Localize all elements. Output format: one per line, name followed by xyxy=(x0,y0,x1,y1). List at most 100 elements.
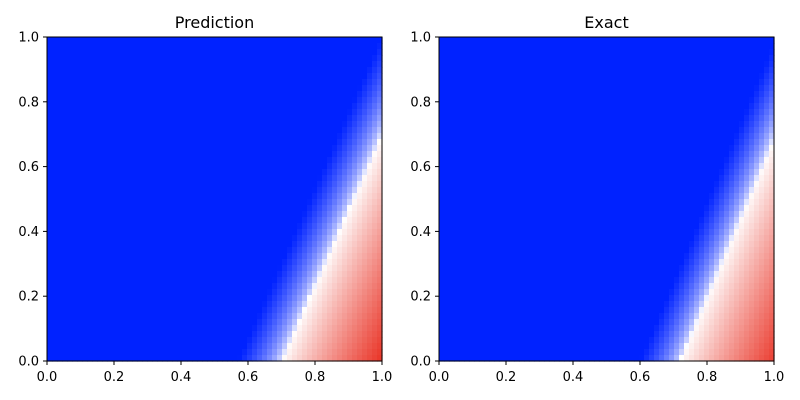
y-tick-label: 0.2 xyxy=(18,290,39,305)
heatmap-cell xyxy=(272,259,278,266)
heatmap-cell xyxy=(232,139,238,146)
heatmap-cell xyxy=(332,355,338,362)
heatmap-cell xyxy=(694,97,700,104)
heatmap-cell xyxy=(277,301,283,308)
heatmap-cell xyxy=(137,169,143,176)
heatmap-cell xyxy=(212,127,218,134)
heatmap-cell xyxy=(769,151,775,158)
heatmap-cell xyxy=(227,229,233,236)
heatmap-cell xyxy=(257,283,263,290)
heatmap-cell xyxy=(192,61,198,68)
heatmap-cell xyxy=(87,265,93,272)
heatmap-cell xyxy=(337,205,343,212)
heatmap-cell xyxy=(82,211,88,218)
heatmap-cell xyxy=(629,37,635,44)
heatmap-cell xyxy=(207,349,213,356)
heatmap-cell xyxy=(317,343,323,350)
heatmap-cell xyxy=(352,355,358,362)
heatmap-cell xyxy=(292,97,298,104)
heatmap-cell xyxy=(317,289,323,296)
heatmap-cell xyxy=(92,91,98,98)
heatmap-cell xyxy=(357,259,363,266)
heatmap-cell xyxy=(67,223,73,230)
heatmap-cell xyxy=(237,241,243,248)
heatmap-cell xyxy=(594,67,600,74)
heatmap-cell xyxy=(539,151,545,158)
heatmap-cell xyxy=(267,43,273,50)
heatmap-cell xyxy=(102,97,108,104)
heatmap-cell xyxy=(377,187,383,194)
heatmap-cell xyxy=(734,61,740,68)
heatmap-cell xyxy=(684,109,690,116)
heatmap-cell xyxy=(122,295,128,302)
heatmap-cell xyxy=(232,331,238,338)
heatmap-cell xyxy=(649,115,655,122)
heatmap-cell xyxy=(112,307,118,314)
heatmap-cell xyxy=(519,73,525,80)
heatmap-cell xyxy=(142,199,148,206)
heatmap-cell xyxy=(287,295,293,302)
heatmap-cell xyxy=(222,103,228,110)
heatmap-cell xyxy=(272,235,278,242)
heatmap-cell xyxy=(62,277,68,284)
heatmap-cell xyxy=(599,103,605,110)
heatmap-cell xyxy=(357,61,363,68)
heatmap-cell xyxy=(177,301,183,308)
heatmap-cell xyxy=(207,217,213,224)
heatmap-cell xyxy=(67,61,73,68)
heatmap-cell xyxy=(312,271,318,278)
heatmap-cell xyxy=(122,271,128,278)
heatmap-cell xyxy=(132,115,138,122)
heatmap-cell xyxy=(52,319,58,326)
heatmap-cell xyxy=(297,127,303,134)
heatmap-cell xyxy=(242,55,248,62)
heatmap-cell xyxy=(634,121,640,128)
heatmap-cell xyxy=(182,205,188,212)
heatmap-cell xyxy=(504,55,510,62)
heatmap-cell xyxy=(649,151,655,158)
heatmap-cell xyxy=(494,43,500,50)
heatmap-cell xyxy=(167,205,173,212)
heatmap-cell xyxy=(267,343,273,350)
heatmap-cell xyxy=(222,133,228,140)
heatmap-cell xyxy=(544,79,550,86)
heatmap-cell xyxy=(459,109,465,116)
heatmap-cell xyxy=(177,37,183,44)
heatmap-cell xyxy=(47,349,53,356)
heatmap-cell xyxy=(102,223,108,230)
heatmap-cell xyxy=(82,115,88,122)
heatmap-cell xyxy=(232,283,238,290)
heatmap-cell xyxy=(202,175,208,182)
heatmap-cell xyxy=(509,133,515,140)
heatmap-cell xyxy=(167,145,173,152)
heatmap-cell xyxy=(132,61,138,68)
heatmap-cell xyxy=(754,139,760,146)
heatmap-cell xyxy=(207,337,213,344)
heatmap-cell xyxy=(167,331,173,338)
heatmap-cell xyxy=(172,151,178,158)
heatmap-cell xyxy=(97,343,103,350)
heatmap-cell xyxy=(162,265,168,272)
heatmap-cell xyxy=(82,145,88,152)
heatmap-cell xyxy=(377,253,383,260)
heatmap-cell xyxy=(297,67,303,74)
heatmap-cell xyxy=(499,43,505,50)
heatmap-cell xyxy=(514,151,520,158)
heatmap-cell xyxy=(312,43,318,50)
heatmap-cell xyxy=(367,253,373,260)
heatmap-cell xyxy=(72,139,78,146)
heatmap-cell xyxy=(147,103,153,110)
heatmap-cell xyxy=(67,289,73,296)
heatmap-cell xyxy=(237,253,243,260)
heatmap-cell xyxy=(222,277,228,284)
heatmap-cell xyxy=(177,355,183,362)
heatmap-cell xyxy=(769,103,775,110)
heatmap-cell xyxy=(769,133,775,140)
heatmap-cell xyxy=(182,169,188,176)
heatmap-cell xyxy=(162,271,168,278)
heatmap-cell xyxy=(127,247,133,254)
heatmap-cell xyxy=(242,127,248,134)
heatmap-cell xyxy=(72,277,78,284)
heatmap-cell xyxy=(494,91,500,98)
heatmap-cell xyxy=(262,265,268,272)
